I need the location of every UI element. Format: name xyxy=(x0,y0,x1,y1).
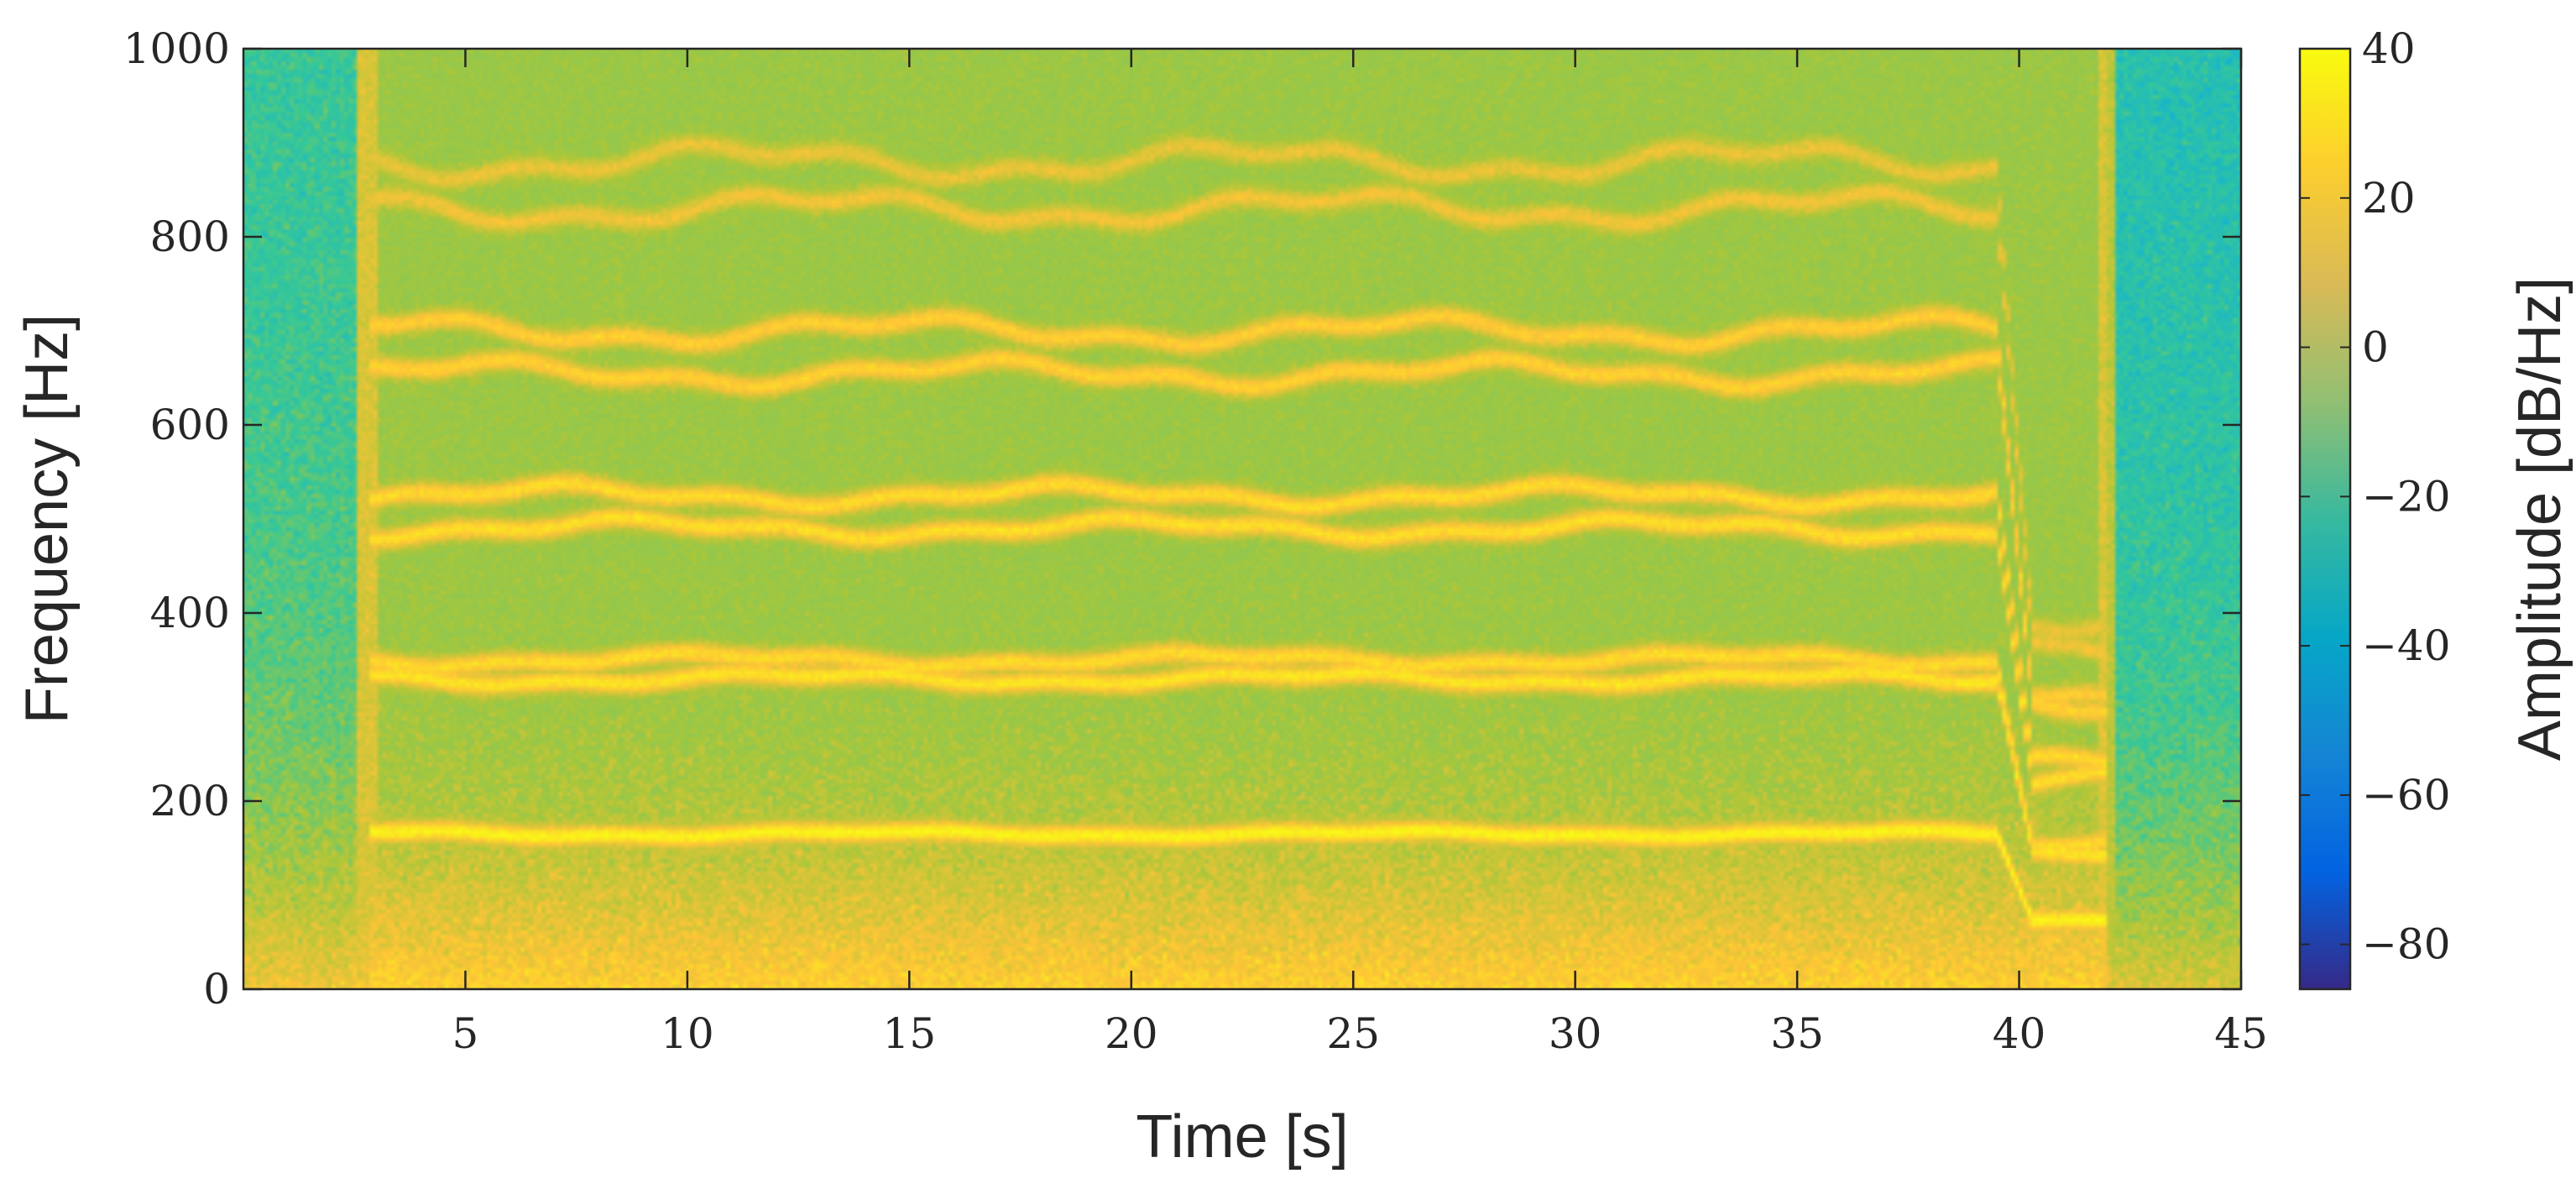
x-tick-label: 25 xyxy=(1326,1009,1380,1058)
x-axis-label: Time [s] xyxy=(1136,1103,1348,1171)
plot-frame xyxy=(242,47,2243,991)
x-tick-label: 35 xyxy=(1770,1009,1824,1058)
colorbar-tick-label: 40 xyxy=(2362,24,2416,73)
colorbar-tick-label: 20 xyxy=(2362,174,2416,223)
colorbar-tick-label: −60 xyxy=(2362,771,2451,820)
colorbar-ticks: 40 20 0 −20 −40 −60 −80 xyxy=(2300,24,2451,969)
x-tick-label: 40 xyxy=(1993,1009,2046,1058)
y-tick-label: 200 xyxy=(150,777,230,825)
x-tick-label: 15 xyxy=(883,1009,937,1058)
y-tick-label: 1000 xyxy=(123,24,230,73)
plot-area xyxy=(242,47,2243,991)
x-tick-label: 20 xyxy=(1105,1009,1158,1058)
colorbar-tick-label: −20 xyxy=(2362,472,2451,521)
spectrogram-heatmap xyxy=(243,49,2241,989)
y-tick-label: 0 xyxy=(203,965,230,1014)
y-tick-label: 400 xyxy=(150,589,230,637)
colorbar-gradient xyxy=(2298,47,2352,991)
x-tick-label: 45 xyxy=(2214,1009,2268,1058)
x-axis-ticks: 5 10 15 20 25 30 35 40 45 xyxy=(452,49,2268,1058)
colorbar-label: Amplitude [dB/Hz] xyxy=(2506,277,2573,761)
colorbar: 40 20 0 −20 −40 −60 −80 Amplitude [dB/Hz] xyxy=(2298,24,2573,991)
x-tick-label: 30 xyxy=(1549,1009,1602,1058)
y-tick-label: 800 xyxy=(150,212,230,261)
colorbar-tick-label: −80 xyxy=(2362,920,2451,969)
x-tick-label: 5 xyxy=(452,1009,479,1058)
y-axis-label: Frequency [Hz] xyxy=(13,314,81,724)
x-tick-label: 10 xyxy=(661,1009,714,1058)
colorbar-tick-label: 0 xyxy=(2362,323,2389,372)
y-tick-label: 600 xyxy=(150,401,230,449)
y-axis-ticks: 0 200 400 600 800 1000 xyxy=(123,24,2241,1014)
colorbar-tick-label: −40 xyxy=(2362,621,2451,670)
